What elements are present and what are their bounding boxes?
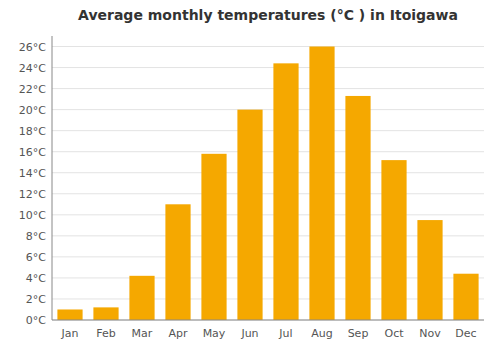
- grid-line: [52, 214, 484, 215]
- y-tick-label: 10°C: [19, 209, 46, 222]
- grid-line: [52, 88, 484, 89]
- x-tick-label: Oct: [384, 327, 404, 340]
- grid-line: [52, 151, 484, 152]
- grid-line: [52, 67, 484, 68]
- x-tick-label: Dec: [455, 327, 476, 340]
- grid-line: [52, 109, 484, 110]
- bar: [273, 63, 298, 320]
- grid-line: [52, 320, 484, 321]
- x-tick-label: Apr: [168, 327, 188, 340]
- bar: [201, 154, 226, 320]
- y-tick-label: 8°C: [26, 230, 46, 243]
- y-tick-label: 12°C: [19, 188, 46, 201]
- y-tick-label: 2°C: [26, 293, 46, 306]
- grid-line: [52, 172, 484, 173]
- x-tick-label: May: [203, 327, 226, 340]
- grid-line: [52, 130, 484, 131]
- bar: [309, 47, 334, 320]
- x-tick-label: Jun: [240, 327, 258, 340]
- y-axis-line: [52, 36, 53, 320]
- x-tick-label: Feb: [96, 327, 115, 340]
- bar: [417, 220, 442, 320]
- y-tick-label: 22°C: [19, 83, 46, 96]
- x-tick-label: Sep: [348, 327, 369, 340]
- bar: [57, 309, 82, 320]
- x-tick-label: Jan: [61, 327, 79, 340]
- y-tick-label: 6°C: [26, 251, 46, 264]
- bar: [237, 110, 262, 320]
- y-grid: [52, 47, 484, 320]
- y-tick-label: 18°C: [19, 125, 46, 138]
- bar: [93, 307, 118, 320]
- bar: [129, 276, 154, 320]
- x-tick-label: Nov: [419, 327, 441, 340]
- x-tick-label: Jul: [278, 327, 292, 340]
- x-tick-label: Aug: [311, 327, 332, 340]
- bar: [165, 204, 190, 320]
- y-tick-label: 4°C: [26, 272, 46, 285]
- grid-line: [52, 193, 484, 194]
- bar: [345, 96, 370, 320]
- bars: [57, 47, 478, 320]
- y-tick-label: 14°C: [19, 167, 46, 180]
- chart-container: Average monthly temperatures (°C ) in It…: [0, 0, 500, 350]
- grid-line: [52, 46, 484, 47]
- x-axis-line: [52, 320, 484, 321]
- y-tick-label: 20°C: [19, 104, 46, 117]
- y-tick-label: 0°C: [26, 314, 46, 327]
- chart-svg: Average monthly temperatures (°C ) in It…: [0, 0, 500, 350]
- y-tick-label: 26°C: [19, 41, 46, 54]
- bar: [453, 274, 478, 320]
- x-tick-label: Mar: [132, 327, 153, 340]
- y-tick-label: 16°C: [19, 146, 46, 159]
- chart-title: Average monthly temperatures (°C ) in It…: [78, 7, 458, 23]
- y-tick-label: 24°C: [19, 62, 46, 75]
- bar: [381, 160, 406, 320]
